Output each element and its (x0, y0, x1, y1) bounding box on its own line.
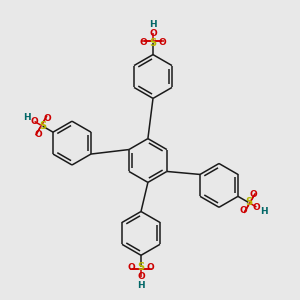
Text: O: O (137, 272, 145, 281)
Text: O: O (128, 263, 136, 272)
Text: O: O (31, 117, 38, 126)
Text: O: O (44, 114, 51, 123)
Text: S: S (39, 121, 46, 131)
Text: S: S (137, 262, 145, 272)
Text: H: H (137, 280, 145, 290)
Text: O: O (158, 38, 166, 47)
Text: O: O (240, 206, 248, 215)
Text: H: H (260, 207, 268, 216)
Text: O: O (140, 38, 148, 47)
Text: S: S (245, 197, 252, 207)
Text: O: O (149, 29, 157, 38)
Text: O: O (34, 130, 42, 139)
Text: S: S (149, 38, 157, 48)
Text: O: O (146, 263, 154, 272)
Text: O: O (249, 190, 257, 199)
Text: H: H (23, 113, 31, 122)
Text: O: O (253, 202, 260, 211)
Text: H: H (149, 20, 157, 29)
